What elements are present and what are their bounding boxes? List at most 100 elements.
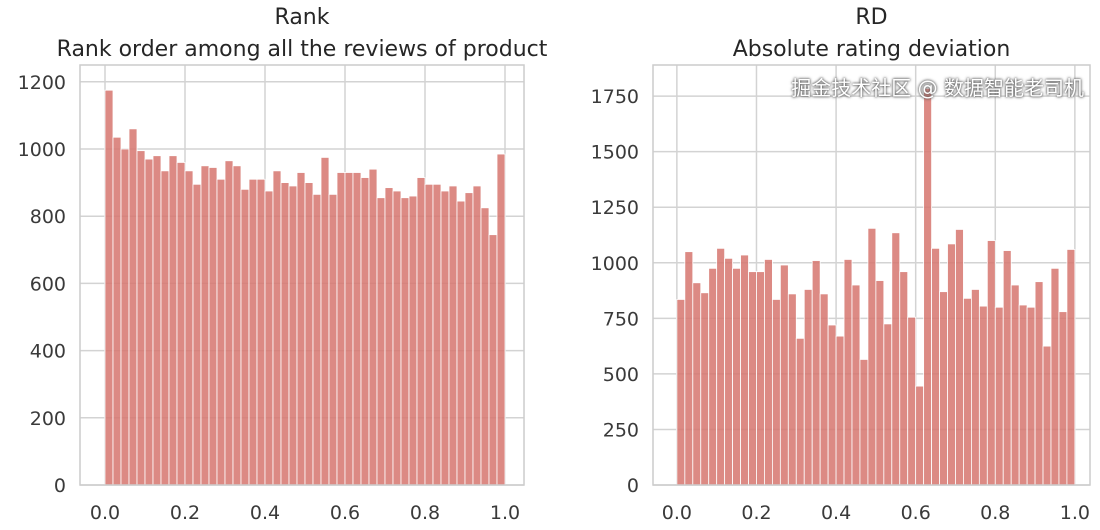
y-tick-label: 1500	[591, 142, 639, 164]
histogram-bar	[328, 193, 338, 486]
y-tick-label: 250	[603, 419, 639, 441]
histogram-bar	[1018, 304, 1028, 486]
histogram-bar	[1026, 306, 1036, 486]
histogram-bar	[312, 193, 322, 486]
histogram-bar	[915, 385, 925, 486]
histogram-bar	[184, 170, 194, 486]
histogram-bar	[771, 299, 781, 486]
histogram-bar	[384, 187, 394, 486]
histogram-bar	[400, 197, 410, 486]
histogram-bar	[112, 136, 122, 486]
histogram-bar	[416, 177, 426, 486]
x-tick-label: 0.2	[741, 502, 771, 524]
histogram-bar	[304, 182, 314, 486]
histogram-bar	[296, 172, 306, 486]
histogram-bar	[787, 293, 797, 486]
subplot-subtitle: Rank order among all the reviews of prod…	[57, 37, 548, 62]
histogram-bar	[256, 178, 266, 486]
x-tick-label: 0.8	[980, 502, 1010, 524]
histogram-bar	[891, 232, 901, 486]
subplot-2: 0.0 0.2 0.4 0.6 0.8 1.0 0 250 500 750 1000 1250 1500…	[591, 5, 1091, 524]
histogram-bar	[176, 162, 186, 486]
y-tick-label: 500	[603, 364, 639, 386]
histogram-bar	[875, 280, 885, 486]
histogram-bar	[360, 177, 370, 486]
y-tick-label: 1250	[591, 197, 639, 219]
histogram-bar	[320, 156, 330, 486]
histogram-bar	[700, 292, 710, 486]
histogram-bar	[160, 170, 170, 486]
x-tick-label: 0.4	[821, 502, 851, 524]
x-tick-label: 1.0	[1060, 502, 1090, 524]
x-tick-label: 0.8	[410, 502, 440, 524]
histogram-bar	[1002, 250, 1012, 486]
x-tick-label: 0.6	[330, 502, 360, 524]
histogram-bar	[692, 282, 702, 486]
histogram-bar	[368, 168, 378, 486]
histogram-bar	[732, 267, 741, 486]
histogram-bar	[480, 207, 490, 486]
x-tick-label: 0.0	[90, 502, 120, 524]
histogram-bar	[152, 155, 162, 486]
histogram-bar	[676, 299, 686, 486]
subplot-title: RD	[855, 5, 887, 30]
y-tick-label: 0	[627, 475, 639, 497]
histogram-bar	[883, 323, 893, 486]
y-tick-label: 200	[30, 408, 66, 430]
histogram-bar	[136, 150, 146, 486]
histogram-bar	[336, 172, 346, 486]
histogram-bar	[104, 89, 114, 486]
histogram-bar	[684, 251, 694, 486]
histogram-bar	[448, 185, 458, 486]
x-tick-label: 1.0	[490, 502, 520, 524]
histogram-bar	[827, 324, 837, 486]
histogram-bar	[795, 337, 805, 486]
histogram-bar	[986, 240, 996, 486]
histogram-bar	[947, 243, 956, 486]
histogram-bar	[748, 271, 757, 486]
histogram-bar	[280, 182, 290, 486]
histogram-bar	[994, 306, 1004, 486]
histogram-bar	[907, 316, 917, 486]
histogram-bar	[724, 257, 733, 486]
y-tick-label: 1000	[591, 253, 639, 275]
histogram-bar	[963, 297, 972, 486]
y-tick-label: 750	[603, 308, 639, 330]
histogram-bar	[120, 148, 130, 486]
histogram-bar	[264, 190, 274, 486]
histogram-bar	[1042, 345, 1052, 486]
y-tick-label: 1000	[18, 139, 66, 161]
histogram-bar	[472, 185, 482, 486]
histogram-bar	[978, 305, 988, 486]
axes-frame	[79, 64, 525, 486]
histogram-bar	[899, 271, 909, 486]
histogram-bar	[811, 260, 821, 486]
subplot-subtitle: Absolute rating deviation	[733, 37, 1011, 62]
histogram-bar	[970, 289, 980, 486]
x-tick-label: 0.2	[170, 502, 200, 524]
histogram-bar	[843, 259, 853, 486]
x-tick-label: 0.0	[662, 502, 692, 524]
histogram-bar	[144, 158, 154, 486]
histogram-bar	[859, 359, 869, 486]
histogram-bar	[424, 183, 434, 486]
histogram-bar	[867, 227, 877, 486]
histogram-bar	[392, 190, 402, 486]
histogram-bar	[488, 234, 498, 486]
axes-frame	[652, 64, 1091, 486]
watermark: 掘金技术社区 @ 数据智能老司机	[791, 76, 1084, 100]
subplot-title: Rank	[275, 5, 330, 30]
histogram-bar	[224, 160, 234, 486]
histogram-bar	[740, 254, 749, 486]
histogram-bar	[1010, 284, 1020, 486]
y-tick-label: 800	[30, 206, 66, 228]
histogram-bar	[208, 167, 218, 486]
subplot-1: 0.0 0.2 0.4 0.6 0.8 1.0 0 200 400 600 800 1000 1200 R…	[18, 5, 548, 524]
histogram-bar	[708, 267, 718, 486]
histogram-bar	[232, 165, 242, 486]
histogram-bar	[216, 178, 226, 486]
histogram-bar	[432, 183, 442, 486]
histogram-bar	[440, 190, 450, 486]
histogram-bar	[288, 185, 298, 486]
histogram-bar	[851, 284, 861, 486]
